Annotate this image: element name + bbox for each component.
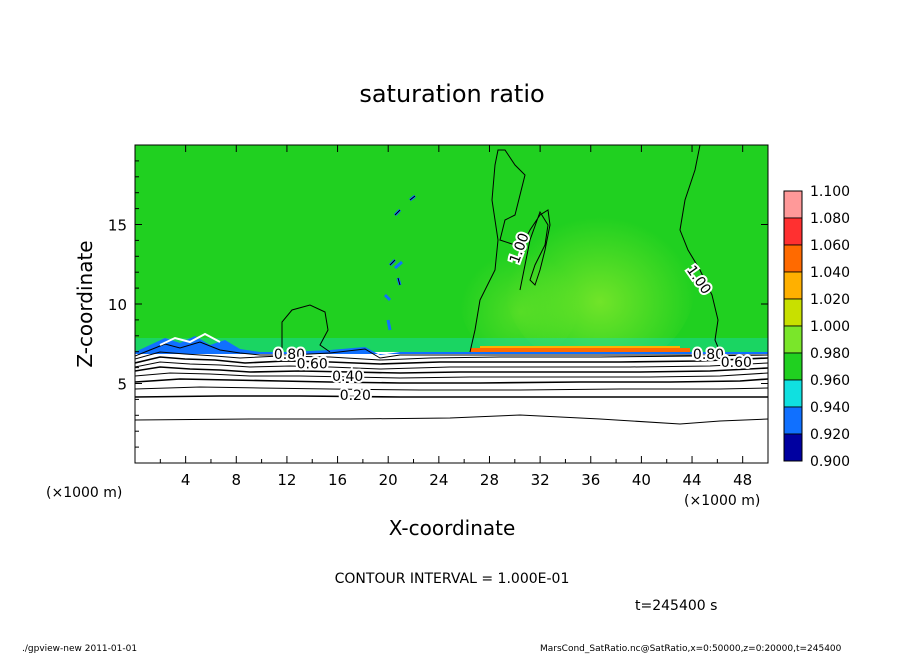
colorbar-segment xyxy=(783,406,803,435)
contour-label-halo: 0.40 xyxy=(332,369,363,385)
contour-label: 0.60 xyxy=(297,356,328,372)
x-unit-left: (×1000 m) xyxy=(46,485,122,501)
contour-label-halo: 0.80 xyxy=(274,347,305,363)
colorbar-segment xyxy=(783,352,803,381)
footer-left: ./gpview-new 2011-01-01 xyxy=(22,644,137,654)
colorbar-label: 0.980 xyxy=(810,346,850,362)
contour-label: 0.60 xyxy=(721,355,752,371)
colorbar-label: 1.000 xyxy=(810,319,850,335)
yellow-band xyxy=(480,346,680,348)
x-tick-label: 12 xyxy=(277,471,296,489)
y-axis-label: Z-coordinate xyxy=(73,240,97,367)
colorbar-label: 1.060 xyxy=(810,238,850,254)
colorbar-label: 0.960 xyxy=(810,373,850,389)
colorbar-segment xyxy=(783,325,803,354)
x-tick-label: 48 xyxy=(733,471,752,489)
colorbar-label: 1.020 xyxy=(810,292,850,308)
time-label: t=245400 s xyxy=(635,598,717,614)
contour-interval: CONTOUR INTERVAL = 1.000E-01 xyxy=(335,571,570,587)
x-tick-label: 28 xyxy=(480,471,499,489)
contour-1-00-plume xyxy=(469,149,551,353)
contour-0-60 xyxy=(135,366,768,374)
contour-label-halo: 0.60 xyxy=(297,356,328,372)
streak-contours xyxy=(389,195,416,286)
colorbar-segment xyxy=(783,298,803,327)
colorbar-label: 0.920 xyxy=(810,427,850,443)
x-tick-label: 20 xyxy=(379,471,398,489)
contour-0-50 xyxy=(135,372,768,379)
contour-1-00-edge xyxy=(135,341,768,359)
orange-band xyxy=(470,348,690,352)
x-axis-label: X-coordinate xyxy=(389,516,516,540)
y-ticks: 5 10 15 xyxy=(108,160,768,448)
contour-0-40 xyxy=(135,378,768,384)
contour-0-20 xyxy=(135,395,768,398)
colorbar-label: 1.100 xyxy=(810,184,850,200)
contour-label: 0.20 xyxy=(340,388,371,404)
x-tick-label: 44 xyxy=(682,471,701,489)
warm-region-2 xyxy=(460,240,580,360)
colorbar-label: 0.940 xyxy=(810,400,850,416)
contour-labels: 0.800.800.600.600.400.400.200.201.001.00… xyxy=(272,229,754,406)
x-tick-label: 36 xyxy=(581,471,600,489)
colorbar: 1.100 1.080 1.060 1.040 1.020 1.000 0.980 0.960… xyxy=(783,184,850,470)
colorbar-segment xyxy=(783,433,803,462)
colorbar-label: 1.080 xyxy=(810,211,850,227)
chart-title: saturation ratio xyxy=(359,80,544,108)
edge-highlight xyxy=(159,332,221,346)
colorbar-label: 0.900 xyxy=(810,454,850,470)
contour-label: 0.80 xyxy=(274,347,305,363)
x-tick-label: 32 xyxy=(531,471,550,489)
y-tick-label: 15 xyxy=(108,217,127,235)
colorbar-frame xyxy=(783,190,803,462)
contour-0-80 xyxy=(135,356,768,365)
x-tick-label: 8 xyxy=(232,471,242,489)
y-tick-label: 5 xyxy=(117,376,127,394)
contour-0-30 xyxy=(135,386,768,391)
colorbar-segment xyxy=(783,190,803,219)
x-tick-label: 40 xyxy=(632,471,651,489)
footer-right: MarsCond_SatRatio.nc@SatRatio,x=0:50000,… xyxy=(540,644,842,654)
y-tick-label: 10 xyxy=(108,296,127,314)
x-tick-label: 4 xyxy=(181,471,191,489)
colorbar-segment xyxy=(783,217,803,246)
x-unit-right: (×1000 m) xyxy=(684,493,760,509)
colorbar-segment xyxy=(783,271,803,300)
contour-0-70 xyxy=(135,361,768,370)
contour-label: 0.40 xyxy=(332,369,363,385)
subsaturated-region xyxy=(135,352,768,463)
colorbar-segment xyxy=(783,244,803,273)
contour-1-00-right xyxy=(679,145,721,353)
blue-edge xyxy=(135,336,768,355)
contour-label: 0.80 xyxy=(693,347,724,363)
contour-label-halo: 0.80 xyxy=(693,347,724,363)
contour-0-10 xyxy=(135,414,768,425)
colorbar-segment xyxy=(783,379,803,408)
plot-area xyxy=(135,145,768,463)
contour-0-90 xyxy=(135,351,768,361)
colorbar-label: 1.040 xyxy=(810,265,850,281)
x-tick-label: 24 xyxy=(429,471,448,489)
contour-1-00-bubble xyxy=(281,304,331,353)
contour-label-halo: 0.20 xyxy=(340,388,371,404)
x-ticks: 4 8 12 16 20 24 28 32 36 40 44 48 xyxy=(159,145,769,489)
contour-label-halo: 0.60 xyxy=(721,355,752,371)
x-tick-label: 16 xyxy=(328,471,347,489)
